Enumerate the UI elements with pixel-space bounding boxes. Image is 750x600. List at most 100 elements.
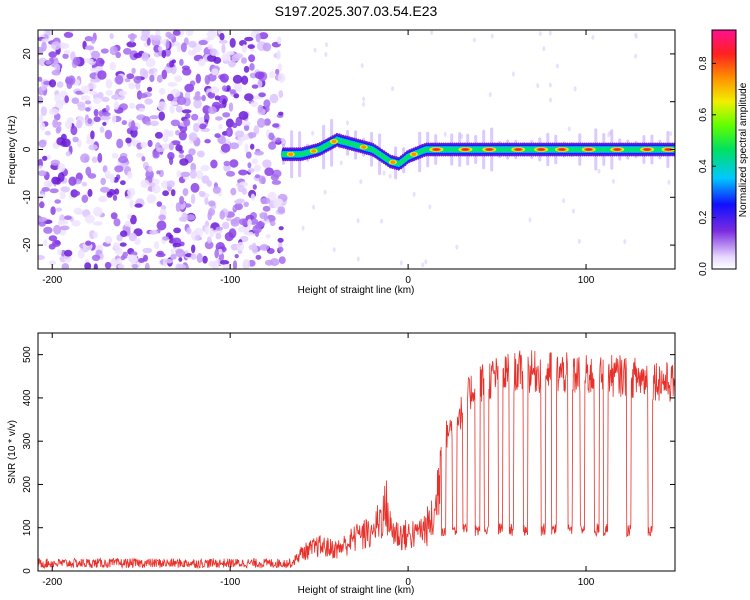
y-tick-label: -20 [22,237,33,252]
noise-blob [38,114,44,124]
noise-blob [277,206,286,214]
noise-blob [250,193,256,201]
noise-blob [143,254,148,262]
noise-blob [133,52,142,59]
noise-blob [131,67,136,74]
noise-speck [597,168,601,174]
noise-blob [214,248,219,259]
noise-blob [247,44,255,49]
x-tick-label: -100 [220,275,240,286]
noise-blob [168,142,174,151]
noise-blob [130,137,136,145]
noise-speck [399,260,403,266]
noise-blob [253,125,260,135]
noise-blob [73,56,81,66]
noise-blob [53,224,62,235]
noise-speck [488,92,492,98]
noise-speck [311,130,315,136]
noise-blob [95,66,104,72]
noise-blob [202,255,208,264]
noise-blob [257,79,263,89]
noise-blob [207,211,212,221]
noise-blob [244,36,254,42]
noise-blob [119,242,127,247]
noise-blob [104,235,113,244]
y-tick-label: 0 [22,568,33,574]
noise-blob [90,130,95,140]
noise-blob [170,119,181,127]
noise-region [38,30,673,269]
noise-speck [548,30,552,36]
noise-blob [65,151,71,157]
noise-blob [226,51,235,56]
noise-blob [181,109,192,114]
noise-blob [219,210,225,220]
noise-speck [356,256,360,262]
noise-blob [258,175,266,185]
signal-peak [613,148,621,151]
noise-blob [242,258,251,269]
noise-blob [167,93,174,102]
noise-blob [104,170,111,179]
noise-speck [460,133,464,139]
noise-blob [263,212,268,222]
spectrogram-x-ticks: -200 -100 0 100 [42,30,595,286]
noise-blob [241,121,251,126]
noise-blob [178,257,183,262]
noise-blob [171,237,182,245]
noise-blob [81,194,89,203]
noise-blob [134,238,141,246]
noise-blob [277,36,282,45]
noise-blob [271,180,282,185]
y-tick-label: 200 [22,476,33,493]
noise-blob [166,180,176,188]
noise-speck [591,34,595,40]
noise-speck [536,83,540,89]
noise-blob [118,90,128,96]
noise-blob [144,262,150,269]
noise-blob [272,123,280,128]
noise-blob [87,188,93,197]
noise-blob [137,93,148,99]
noise-blob [254,174,261,179]
colorbar-tick-label: 0.2 [698,210,709,224]
noise-speck [312,204,316,210]
colorbar-label: Normalized spectral amplitude [738,82,749,217]
noise-speck [511,71,515,77]
noise-blob [162,190,170,197]
colorbar-frame [711,29,737,270]
noise-blob [144,98,153,105]
noise-speck [428,204,432,210]
noise-blob [233,216,241,223]
noise-blob [101,96,110,103]
noise-blob [48,243,56,250]
noise-blob [227,59,237,68]
noise-blob [249,63,255,71]
noise-blob [109,61,117,71]
noise-blob [241,75,249,85]
noise-blob [215,233,222,240]
noise-blob [149,115,160,120]
noise-speck [669,131,673,137]
noise-blob [190,162,196,172]
noise-blob [54,199,61,204]
noise-blob [230,187,237,196]
noise-blob [191,113,199,121]
noise-blob [49,188,59,194]
noise-speck [528,217,532,223]
noise-blob [234,203,244,211]
y-tick-label: 300 [22,432,33,449]
noise-blob [81,181,88,187]
noise-speck [356,218,360,224]
noise-blob [170,101,178,106]
noise-blob [186,227,192,235]
noise-blob [61,263,69,269]
noise-blob [127,187,136,197]
signal-peak [288,152,294,157]
noise-blob [280,138,287,146]
noise-blob [43,180,53,188]
noise-speck [548,82,552,88]
noise-blob [105,105,110,112]
noise-blob [55,126,61,134]
